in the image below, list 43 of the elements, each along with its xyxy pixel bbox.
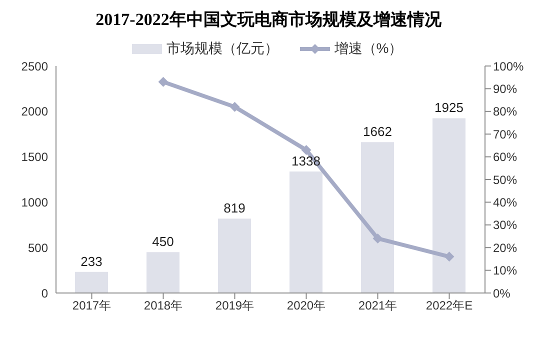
y2-tick-label: 20% [493,240,518,255]
x-tick-label: 2021年 [358,298,398,313]
y2-tick-label: 30% [493,218,518,232]
bar [75,272,108,293]
y-tick-label: 500 [28,240,48,255]
point [158,76,168,87]
point [301,144,312,155]
bar [218,218,251,293]
point [372,234,383,244]
point [444,252,454,262]
y2-tick-label: 10% [493,264,518,278]
y2-tick-label: 0% [493,286,511,300]
y-tick-label: 2500 [21,59,48,74]
data-label: 819 [224,200,246,216]
x-tick-label: 2022年E [426,298,473,313]
data-label: 233 [80,254,102,269]
x-tick-label: 2018年 [144,298,183,313]
data-label: 1662 [363,124,392,140]
legend-label: 市场规模（亿元） [166,40,278,58]
x-tick-label: 2019年 [215,298,254,313]
y2-tick-label: 70% [493,127,518,142]
data-label: 1925 [434,100,464,116]
bar [290,172,322,293]
legend-label: 增速（%） [334,40,403,58]
y2-tick-label: 60% [493,150,518,164]
y-tick-label: 2000 [21,104,48,119]
x-tick-label: 2020年 [286,298,326,313]
y-tick-label: 1500 [21,150,48,164]
y-tick-label: 1000 [21,195,48,210]
chart-title: 2017-2022年中国文玩电商市场规模及增速情况 [94,9,442,31]
bar [146,252,180,293]
y2-tick-label: 50% [493,172,518,187]
y2-tick-label: 90% [493,82,518,96]
data-label: 1338 [292,154,320,169]
data-label: 450 [152,234,174,250]
point [230,102,240,112]
bar [361,142,394,293]
x-tick-label: 2017年 [72,298,112,313]
y-tick-label: 0 [41,286,48,300]
y2-tick-label: 100% [493,59,524,74]
bar [432,118,466,293]
y2-tick-label: 40% [493,195,518,210]
y2-tick-label: 80% [493,104,518,119]
